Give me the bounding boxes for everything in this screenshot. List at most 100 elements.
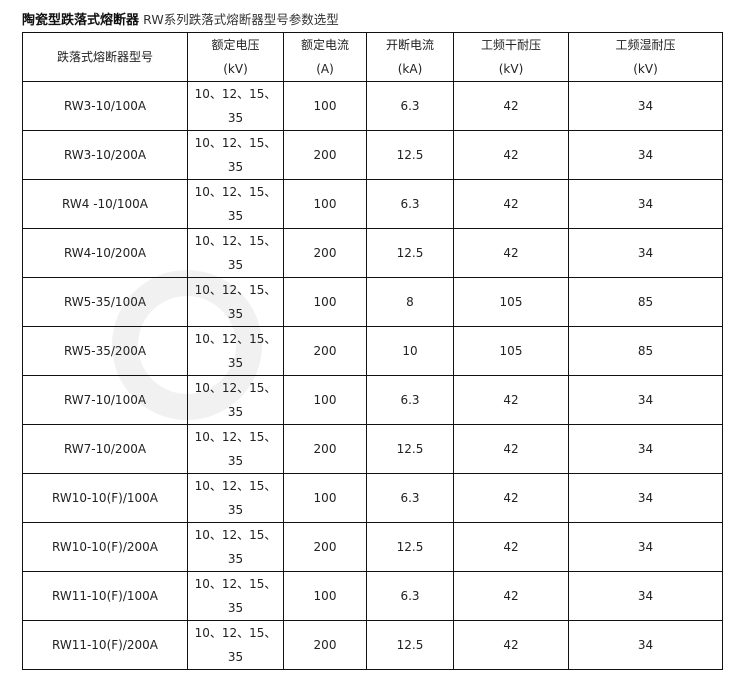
header-unit: (kV) [498,62,524,76]
cell-dry-withstand: 42 [453,473,569,523]
cell-wet-withstand: 34 [568,571,723,621]
voltage-line: 10、12、15、 [194,381,277,395]
cell-breaking-current: 6.3 [366,473,454,523]
table-row: RW11-10(F)/100A 10、12、15、 35 100 6.3 42 34 [22,571,723,621]
cell-model: RW3-10/200A [22,130,188,180]
voltage-line: 10、12、15、 [194,87,277,101]
voltage-line: 35 [227,552,244,566]
cell-breaking-current: 6.3 [366,81,454,131]
cell-breaking-current: 6.3 [366,375,454,425]
cell-current: 200 [283,620,367,670]
table-row: RW4-10/200A 10、12、15、 35 200 12.5 42 34 [22,228,723,278]
cell-voltage: 10、12、15、 35 [187,130,284,180]
column-header: 跌落式熔断器型号 [22,32,188,82]
cell-model: RW4-10/200A [22,228,188,278]
cell-dry-withstand: 105 [453,277,569,327]
cell-model: RW5-35/200A [22,326,188,376]
header-unit: (kV) [223,62,248,76]
cell-breaking-current: 12.5 [366,424,454,474]
table-row: RW4 -10/100A 10、12、15、 35 100 6.3 42 34 [22,179,723,229]
voltage-line: 10、12、15、 [194,626,277,640]
header-label: 额定电压 [211,38,260,52]
cell-wet-withstand: 34 [568,620,723,670]
cell-dry-withstand: 42 [453,620,569,670]
cell-voltage: 10、12、15、 35 [187,522,284,572]
voltage-line: 35 [227,454,244,468]
cell-breaking-current: 12.5 [366,130,454,180]
cell-wet-withstand: 34 [568,522,723,572]
cell-model: RW10-10(F)/100A [22,473,188,523]
voltage-line: 10、12、15、 [194,528,277,542]
column-header: 工频湿耐压 (kV) [568,32,723,82]
table-row: RW5-35/200A 10、12、15、 35 200 10 105 85 [22,326,723,376]
cell-voltage: 10、12、15、 35 [187,81,284,131]
cell-breaking-current: 12.5 [366,620,454,670]
page-title: 陶瓷型跌落式熔断器 RW系列跌落式熔断器型号参数选型 [22,9,339,28]
cell-dry-withstand: 42 [453,228,569,278]
cell-model: RW10-10(F)/200A [22,522,188,572]
cell-model: RW7-10/100A [22,375,188,425]
voltage-line: 10、12、15、 [194,185,277,199]
table-row: RW3-10/100A 10、12、15、 35 100 6.3 42 34 [22,81,723,131]
table-row: RW3-10/200A 10、12、15、 35 200 12.5 42 34 [22,130,723,180]
cell-model: RW7-10/200A [22,424,188,474]
cell-breaking-current: 6.3 [366,179,454,229]
column-header: 额定电流 (A) [283,32,367,82]
voltage-line: 10、12、15、 [194,430,277,444]
table-row: RW7-10/100A 10、12、15、 35 100 6.3 42 34 [22,375,723,425]
voltage-line: 35 [227,503,244,517]
cell-breaking-current: 12.5 [366,522,454,572]
title-subtitle: RW系列跌落式熔断器型号参数选型 [143,12,339,27]
voltage-line: 35 [227,601,244,615]
cell-dry-withstand: 42 [453,571,569,621]
cell-dry-withstand: 105 [453,326,569,376]
cell-wet-withstand: 34 [568,424,723,474]
table-row: RW10-10(F)/100A 10、12、15、 35 100 6.3 42 34 [22,473,723,523]
cell-current: 100 [283,277,367,327]
voltage-line: 10、12、15、 [194,577,277,591]
cell-wet-withstand: 34 [568,81,723,131]
cell-breaking-current: 6.3 [366,571,454,621]
voltage-line: 10、12、15、 [194,234,277,248]
spec-table: 跌落式熔断器型号 额定电压 (kV) 额定电流 (A) 开断电流 (kA) 工频干耐压 (kV)… [22,32,723,670]
header-unit: (kV) [633,62,658,76]
cell-voltage: 10、12、15、 35 [187,179,284,229]
cell-model: RW11-10(F)/200A [22,620,188,670]
column-header: 开断电流 (kA) [366,32,454,82]
cell-voltage: 10、12、15、 35 [187,228,284,278]
cell-current: 200 [283,326,367,376]
table-row: RW10-10(F)/200A 10、12、15、 35 200 12.5 42 34 [22,522,723,572]
header-label: 工频干耐压 [480,38,541,52]
voltage-line: 35 [227,258,244,272]
cell-model: RW4 -10/100A [22,179,188,229]
column-header: 额定电压 (kV) [187,32,284,82]
voltage-line: 10、12、15、 [194,479,277,493]
table-row: RW7-10/200A 10、12、15、 35 200 12.5 42 34 [22,424,723,474]
cell-voltage: 10、12、15、 35 [187,473,284,523]
cell-model: RW11-10(F)/100A [22,571,188,621]
cell-wet-withstand: 34 [568,228,723,278]
cell-dry-withstand: 42 [453,81,569,131]
cell-current: 200 [283,522,367,572]
voltage-line: 35 [227,356,244,370]
cell-wet-withstand: 34 [568,375,723,425]
cell-dry-withstand: 42 [453,424,569,474]
cell-breaking-current: 12.5 [366,228,454,278]
cell-wet-withstand: 85 [568,326,723,376]
cell-breaking-current: 8 [366,277,454,327]
cell-voltage: 10、12、15、 35 [187,277,284,327]
voltage-line: 10、12、15、 [194,332,277,346]
cell-voltage: 10、12、15、 35 [187,375,284,425]
voltage-line: 35 [227,111,244,125]
cell-current: 100 [283,473,367,523]
cell-dry-withstand: 42 [453,375,569,425]
voltage-line: 35 [227,160,244,174]
cell-current: 200 [283,130,367,180]
cell-wet-withstand: 34 [568,179,723,229]
voltage-line: 10、12、15、 [194,136,277,150]
voltage-line: 35 [227,307,244,321]
cell-wet-withstand: 34 [568,473,723,523]
voltage-line: 35 [227,209,244,223]
cell-current: 200 [283,228,367,278]
cell-breaking-current: 10 [366,326,454,376]
